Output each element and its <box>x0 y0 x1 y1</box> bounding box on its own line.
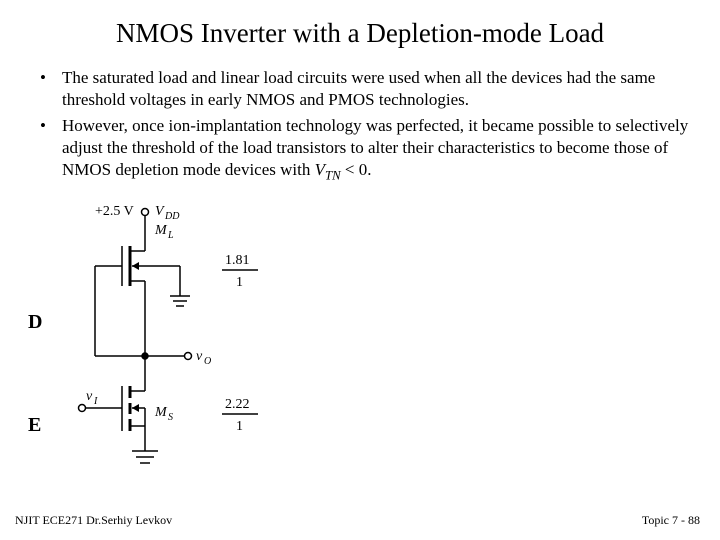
svg-text:M: M <box>154 405 168 420</box>
bullet-text: The saturated load and linear load circu… <box>62 67 690 111</box>
svg-text:v: v <box>196 349 203 364</box>
footer-right: Topic 7 - 88 <box>642 513 700 528</box>
footer-left: NJIT ECE271 Dr.Serhiy Levkov <box>15 513 172 528</box>
svg-text:1.81: 1.81 <box>225 253 250 268</box>
circuit-diagram: D E +2.5 V V DD M L <box>40 196 300 486</box>
svg-text:M: M <box>154 223 168 238</box>
enhancement-label: E <box>28 414 41 437</box>
svg-text:2.22: 2.22 <box>225 397 250 412</box>
circuit-svg: +2.5 V V DD M L <box>40 196 300 486</box>
svg-text:O: O <box>204 356 211 367</box>
bullet-marker: • <box>40 115 62 184</box>
svg-text:L: L <box>167 230 174 241</box>
svg-text:1: 1 <box>236 419 243 434</box>
bullet-text: However, once ion-implantation technolog… <box>62 115 690 184</box>
svg-text:DD: DD <box>164 211 180 222</box>
supply-label: +2.5 V <box>95 204 134 219</box>
bullet-list: • The saturated load and linear load cir… <box>40 67 690 184</box>
depletion-label: D <box>28 311 42 334</box>
svg-text:1: 1 <box>236 275 243 290</box>
bullet-item: • However, once ion-implantation technol… <box>40 115 690 184</box>
svg-text:v: v <box>86 389 93 404</box>
svg-text:S: S <box>168 412 173 423</box>
bullet-marker: • <box>40 67 62 111</box>
svg-text:I: I <box>93 396 98 407</box>
svg-text:V: V <box>155 204 165 219</box>
bullet-item: • The saturated load and linear load cir… <box>40 67 690 111</box>
page-title: NMOS Inverter with a Depletion-mode Load <box>30 18 690 49</box>
